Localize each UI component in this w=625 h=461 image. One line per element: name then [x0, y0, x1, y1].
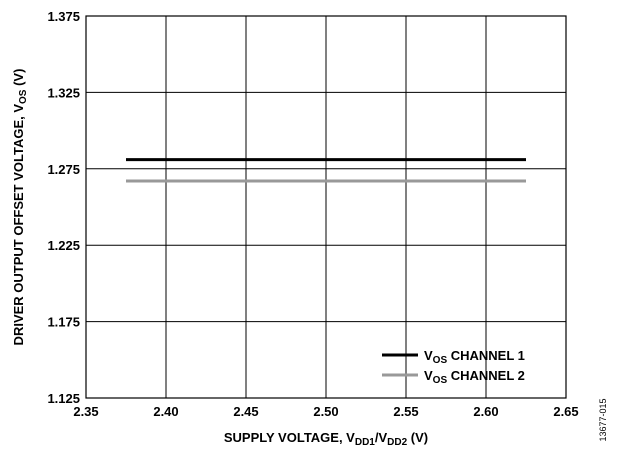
- x-tick-label-4: 2.55: [393, 404, 418, 419]
- x-tick-label-3: 2.50: [313, 404, 338, 419]
- x-tick-labels: 2.35 2.40 2.45 2.50 2.55 2.60 2.65: [73, 404, 578, 419]
- y-tick-labels: 1.125 1.175 1.225 1.275 1.325 1.375: [47, 9, 80, 406]
- legend: VOS CHANNEL 1 VOS CHANNEL 2: [382, 348, 525, 386]
- x-tick-label-2: 2.45: [233, 404, 258, 419]
- y-tick-label-0: 1.125: [47, 391, 80, 406]
- x-tick-label-0: 2.35: [73, 404, 98, 419]
- plot-frame: [85, 15, 567, 399]
- x-tick-label-1: 2.40: [153, 404, 178, 419]
- y-tick-label-4: 1.325: [47, 85, 80, 100]
- y-axis-label: DRIVER OUTPUT OFFSET VOLTAGE, VOS (V): [11, 69, 29, 346]
- y-tick-label-1: 1.175: [47, 315, 80, 330]
- figure-id: 13677-015: [598, 398, 608, 441]
- y-tick-label-3: 1.275: [47, 162, 80, 177]
- x-tick-label-6: 2.65: [553, 404, 578, 419]
- series-lines: [126, 158, 526, 183]
- x-tick-label-5: 2.60: [473, 404, 498, 419]
- legend-label-channel-2: VOS CHANNEL 2: [424, 368, 525, 386]
- y-tick-label-5: 1.375: [47, 9, 80, 24]
- grid: [85, 15, 567, 399]
- y-tick-label-2: 1.225: [47, 238, 80, 253]
- legend-label-channel-1: VOS CHANNEL 1: [424, 348, 525, 366]
- x-axis-label: SUPPLY VOLTAGE, VDD1/VDD2 (V): [224, 430, 428, 448]
